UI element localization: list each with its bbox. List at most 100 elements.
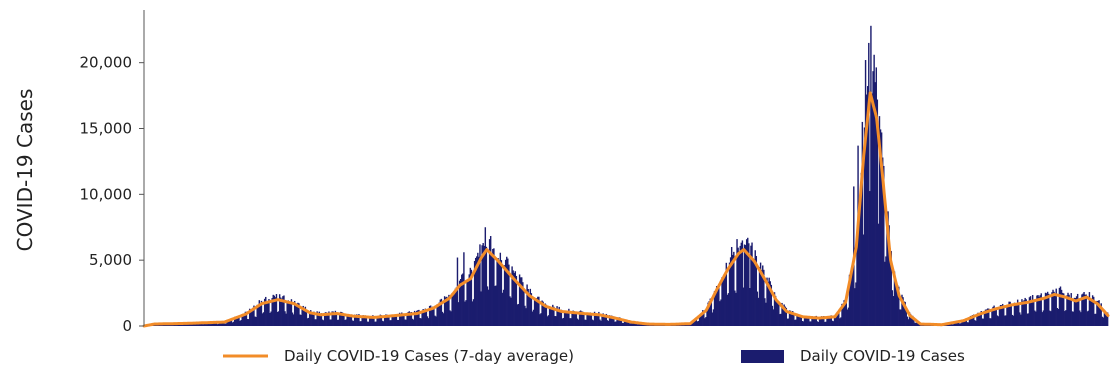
daily-case-bar	[232, 321, 235, 326]
daily-case-bar	[968, 317, 971, 326]
daily-case-bar	[811, 316, 813, 326]
daily-case-bar	[702, 310, 704, 326]
daily-case-bar	[581, 311, 583, 326]
daily-case-bar	[552, 304, 554, 326]
daily-case-bar	[969, 315, 972, 326]
daily-case-bar	[964, 319, 966, 326]
daily-case-bar	[785, 307, 788, 326]
daily-case-bar	[425, 310, 428, 326]
daily-case-bar	[558, 306, 560, 326]
daily-case-bar	[1088, 292, 1091, 326]
daily-case-bar	[216, 324, 219, 326]
daily-case-bar	[1093, 296, 1095, 326]
daily-case-bar	[1106, 312, 1109, 326]
daily-case-bar	[344, 319, 346, 326]
daily-case-bar	[572, 310, 574, 326]
daily-case-bar	[831, 320, 834, 326]
daily-case-bar	[771, 305, 774, 326]
daily-case-bar	[297, 302, 299, 326]
daily-case-bar	[522, 282, 524, 326]
daily-case-bar	[790, 313, 793, 326]
daily-case-bar	[278, 294, 281, 326]
daily-case-bar	[898, 286, 900, 326]
daily-case-bar	[901, 294, 903, 326]
daily-case-bar	[599, 319, 601, 326]
daily-case-bar	[905, 307, 907, 326]
daily-case-bar	[888, 225, 890, 326]
daily-case-bar	[768, 277, 770, 326]
daily-case-bar	[449, 310, 451, 326]
daily-case-bar	[795, 319, 797, 326]
daily-case-bar	[316, 311, 318, 326]
daily-case-bar	[1095, 313, 1097, 326]
daily-case-bar	[258, 300, 261, 326]
daily-case-bar	[997, 316, 1000, 326]
daily-case-bar	[275, 294, 278, 326]
daily-case-bar	[767, 281, 769, 326]
daily-case-bar	[349, 315, 352, 326]
daily-case-bar	[373, 316, 375, 326]
daily-case-bar	[883, 165, 885, 326]
daily-case-bar	[346, 314, 348, 326]
daily-case-bar	[305, 309, 308, 326]
daily-case-bar	[838, 311, 840, 326]
daily-case-bar	[478, 256, 480, 326]
daily-case-bar	[277, 311, 280, 326]
daily-case-bar	[486, 286, 489, 326]
daily-case-bar	[311, 312, 313, 326]
daily-case-bar	[559, 310, 562, 326]
daily-case-bar	[495, 285, 497, 326]
daily-case-bar	[348, 315, 350, 326]
daily-case-bar	[891, 290, 894, 326]
daily-case-bar	[1073, 297, 1076, 326]
daily-case-bar	[563, 311, 566, 326]
daily-case-bar	[1049, 310, 1051, 326]
daily-case-bar	[392, 315, 394, 326]
daily-case-bar	[739, 245, 741, 326]
daily-case-bar	[494, 285, 496, 326]
daily-case-bar	[334, 310, 337, 326]
daily-case-bar	[798, 315, 800, 326]
daily-case-bar	[172, 324, 175, 326]
daily-case-bar	[252, 307, 254, 326]
daily-case-bar	[365, 317, 368, 326]
daily-case-bar	[594, 314, 597, 326]
daily-case-bar	[747, 237, 749, 326]
daily-case-bar	[244, 311, 247, 326]
daily-case-bar	[370, 316, 372, 326]
daily-case-bar	[576, 318, 579, 326]
daily-case-bar	[597, 314, 599, 326]
daily-case-bar	[782, 306, 784, 326]
daily-case-bar	[745, 239, 748, 326]
daily-case-bar	[363, 315, 365, 326]
daily-case-bar	[561, 318, 564, 326]
daily-case-bar	[907, 319, 910, 326]
daily-case-bar	[900, 309, 902, 326]
daily-case-bar	[165, 324, 167, 326]
daily-case-bar	[1011, 314, 1014, 326]
daily-case-bar	[645, 324, 647, 326]
daily-case-bar	[1028, 297, 1031, 326]
daily-case-bar	[517, 303, 520, 326]
daily-case-bar	[1067, 292, 1069, 326]
daily-case-bar	[387, 315, 389, 326]
daily-case-bar	[444, 297, 447, 326]
daily-case-bar	[223, 321, 225, 326]
daily-case-bar	[882, 157, 884, 326]
legend-label-daily: Daily COVID-19 Cases	[800, 347, 965, 365]
daily-case-bar	[529, 288, 532, 326]
daily-case-bar	[751, 242, 753, 326]
daily-case-bar	[979, 314, 981, 326]
daily-case-bar	[1055, 288, 1057, 326]
daily-case-bar	[271, 298, 273, 326]
daily-case-bar	[706, 309, 708, 326]
daily-case-bar	[820, 316, 823, 326]
daily-case-bar	[914, 322, 916, 326]
daily-case-bar	[412, 319, 415, 326]
daily-case-bar	[1070, 293, 1072, 326]
daily-case-bar	[484, 227, 487, 326]
daily-case-bar	[967, 322, 970, 326]
daily-case-bar	[345, 319, 347, 326]
daily-case-bar	[1091, 295, 1094, 326]
